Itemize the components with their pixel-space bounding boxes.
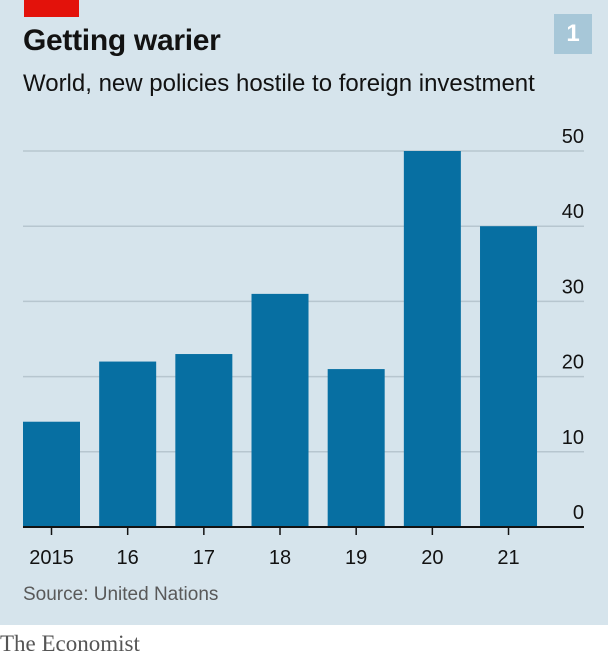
x-tick-label: 2015 [29,547,74,569]
bar [175,354,233,527]
source-note: Source: United Nations [23,584,219,605]
x-tick-label: 18 [269,547,291,569]
bar [99,361,157,527]
x-tick-label: 17 [193,547,215,569]
y-tick-label: 30 [562,276,584,298]
bar [327,369,385,527]
y-tick-label: 10 [562,427,584,449]
brand-wordmark: The Economist [0,631,140,656]
chart-number-badge: 1 [554,14,592,54]
bar [23,421,80,527]
x-tick-label: 19 [345,547,367,569]
brand-red-tag [24,0,79,17]
bar-chart: 0 10 20 30 40 50 2015 16 17 18 19 20 21 [23,126,584,569]
x-tick-label: 16 [117,547,139,569]
chart-subtitle: World, new policies hostile to foreign i… [23,70,535,97]
x-tick-label: 20 [421,547,443,569]
x-tick-label: 21 [497,547,519,569]
bar [251,293,309,527]
chart-title: Getting warier [23,24,221,57]
y-tick-label: 50 [562,126,584,148]
bar [403,151,461,527]
bar [480,226,538,527]
y-tick-label: 0 [573,502,584,524]
y-tick-label: 40 [562,201,584,223]
y-tick-label: 20 [562,352,584,374]
